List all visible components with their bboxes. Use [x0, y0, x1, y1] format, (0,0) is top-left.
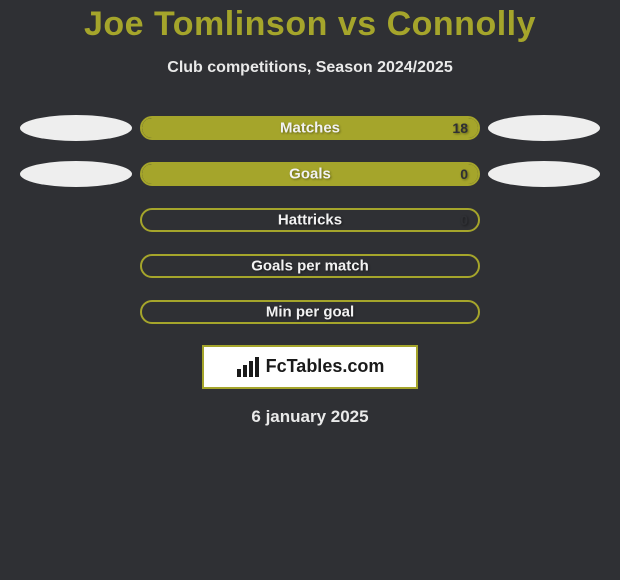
brand-inner: FcTables.com	[236, 356, 385, 377]
stat-label: Hattricks	[278, 211, 342, 228]
ellipse-spacer	[20, 299, 132, 325]
subtitle: Club competitions, Season 2024/2025	[0, 59, 620, 77]
stat-track: Matches 18	[140, 116, 480, 140]
ellipse-spacer	[488, 253, 600, 279]
stat-track: Goals per match	[140, 254, 480, 278]
stat-label: Matches	[280, 119, 340, 136]
player-right-ellipse	[488, 115, 600, 141]
stat-label: Min per goal	[266, 303, 354, 320]
stat-value-right: 0	[460, 212, 468, 228]
ellipse-spacer	[488, 207, 600, 233]
stat-row: Goals 0	[0, 161, 620, 187]
player-left-ellipse	[20, 115, 132, 141]
page-title: Joe Tomlinson vs Connolly	[0, 4, 620, 45]
brand-text: FcTables.com	[266, 356, 385, 377]
stat-rows: Matches 18 Goals 0 Hattricks 0 Goals per match…	[0, 115, 620, 325]
player-right-ellipse	[488, 161, 600, 187]
brand-bars-icon	[236, 357, 262, 377]
ellipse-spacer	[20, 253, 132, 279]
stat-track: Min per goal	[140, 300, 480, 324]
stat-label: Goals	[289, 165, 331, 182]
date-line: 6 january 2025	[0, 407, 620, 427]
stat-row: Matches 18	[0, 115, 620, 141]
stat-row: Goals per match	[0, 253, 620, 279]
stats-card: Joe Tomlinson vs Connolly Club competiti…	[0, 0, 620, 580]
player-left-ellipse	[20, 161, 132, 187]
stat-track: Goals 0	[140, 162, 480, 186]
ellipse-spacer	[488, 299, 600, 325]
stat-row: Min per goal	[0, 299, 620, 325]
stat-track: Hattricks 0	[140, 208, 480, 232]
stat-value-right: 0	[460, 166, 468, 182]
brand-box: FcTables.com	[202, 345, 418, 389]
ellipse-spacer	[20, 207, 132, 233]
stat-value-right: 18	[452, 120, 468, 136]
stat-label: Goals per match	[251, 257, 369, 274]
stat-row: Hattricks 0	[0, 207, 620, 233]
